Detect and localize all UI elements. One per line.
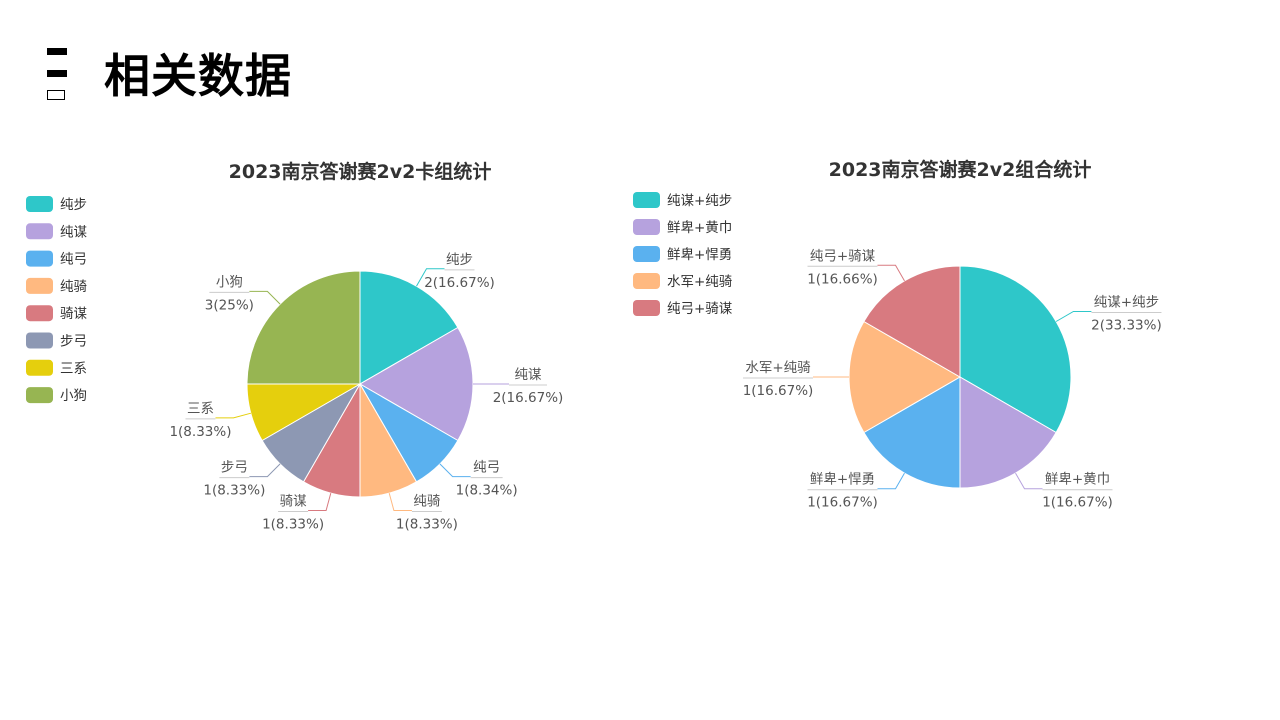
chart-title: 2023南京答谢赛2v2组合统计 (829, 158, 1092, 181)
leader-line (1055, 311, 1092, 322)
pie-slice[interactable] (246, 270, 361, 385)
legend-swatch (26, 250, 53, 267)
page-title: 相关数据 (104, 49, 292, 103)
slice-name-label: 鲜卑+悍勇 (810, 471, 875, 488)
slice-name-label: 骑谋 (280, 494, 307, 510)
leader-line (877, 264, 905, 282)
legend-item[interactable]: 步弓 (26, 332, 87, 350)
pie-slice[interactable] (359, 326, 474, 442)
legend-item[interactable]: 纯弓+骑谋 (633, 300, 733, 317)
pie-chart-2: 2023南京答谢赛2v2组合统计纯谋+纯步鲜卑+黄巾鲜卑+悍勇水军+纯骑纯弓+骑… (633, 158, 1162, 511)
title-marker-icon (47, 48, 67, 104)
legend-label: 纯弓+骑谋 (667, 301, 733, 317)
leader-line (877, 472, 905, 490)
legend-label: 骑谋 (60, 306, 87, 322)
legend-swatch (26, 359, 53, 376)
slice-name-label: 三系 (187, 401, 214, 417)
legend-swatch (633, 192, 660, 208)
legend-label: 纯步 (60, 197, 87, 213)
legend-label: 纯弓 (60, 252, 87, 268)
chart-title: 2023南京答谢赛2v2卡组统计 (229, 160, 492, 183)
slice-value-label: 1(8.33%) (169, 424, 231, 440)
slice-value-label: 2(33.33%) (1091, 318, 1162, 334)
slice-value-label: 2(16.67%) (424, 275, 495, 291)
legend-swatch (633, 300, 660, 316)
legend-label: 水军+纯骑 (667, 274, 732, 290)
legend-swatch (26, 305, 53, 322)
leader-line (439, 463, 471, 478)
legend-item[interactable]: 纯谋 (26, 223, 87, 240)
slice-name-label: 纯谋 (515, 367, 543, 383)
legend-swatch (633, 246, 660, 262)
legend-item[interactable]: 骑谋 (26, 305, 87, 322)
legend-swatch (633, 273, 660, 289)
leader-line (249, 463, 281, 478)
legend-swatch (633, 219, 660, 235)
legend-swatch (26, 387, 53, 404)
legend-swatch (26, 196, 53, 212)
legend-item[interactable]: 纯弓 (26, 250, 87, 268)
legend-label: 三系 (60, 361, 87, 377)
slice-value-label: 1(8.33%) (203, 483, 265, 499)
leader-line (1015, 472, 1043, 490)
pie-slice[interactable] (359, 270, 459, 385)
pie-chart-1: 2023南京答谢赛2v2卡组统计纯步纯谋纯弓纯骑骑谋步弓三系小狗纯步2(16.6… (26, 160, 563, 533)
slice-value-label: 1(8.34%) (456, 483, 518, 499)
slice-name-label: 纯骑 (413, 494, 440, 510)
leader-line (308, 492, 332, 511)
slice-value-label: 2(16.67%) (493, 390, 564, 406)
legend-item[interactable]: 鲜卑+黄巾 (633, 219, 732, 236)
slice-value-label: 3(25%) (205, 297, 254, 313)
leader-line (388, 492, 412, 511)
legend-item[interactable]: 纯谋+纯步 (633, 192, 732, 209)
slice-name-label: 小狗 (216, 274, 243, 290)
leader-line (215, 412, 252, 419)
legend-swatch (26, 332, 53, 349)
slice-value-label: 1(8.33%) (262, 517, 324, 533)
legend-label: 鲜卑+悍勇 (667, 246, 732, 263)
slice-name-label: 鲜卑+黄巾 (1045, 471, 1110, 488)
slice-name-label: 纯谋+纯步 (1094, 295, 1159, 311)
slice-value-label: 1(16.66%) (807, 271, 878, 287)
leader-line (249, 290, 281, 305)
legend-swatch (26, 277, 53, 294)
legend-item[interactable]: 水军+纯骑 (633, 273, 732, 290)
slice-value-label: 1(8.33%) (396, 517, 458, 533)
legend-item[interactable]: 鲜卑+悍勇 (633, 246, 732, 263)
legend-item[interactable]: 纯骑 (26, 277, 87, 295)
slice-value-label: 1(16.67%) (807, 495, 878, 511)
legend-label: 鲜卑+黄巾 (667, 219, 732, 236)
slice-value-label: 1(16.67%) (743, 383, 814, 399)
legend-item[interactable]: 三系 (26, 359, 87, 377)
legend-label: 纯骑 (60, 279, 87, 295)
slice-name-label: 步弓 (221, 460, 248, 476)
legend-item[interactable]: 纯步 (26, 196, 87, 213)
slice-value-label: 1(16.67%) (1042, 495, 1113, 511)
legend-label: 步弓 (60, 334, 87, 350)
slice-name-label: 纯步 (446, 252, 473, 268)
slice-name-label: 纯弓+骑谋 (810, 248, 876, 264)
legend-swatch (26, 223, 53, 240)
slice-name-label: 纯弓 (473, 460, 500, 476)
pie-slice[interactable] (959, 265, 1072, 434)
legend-label: 纯谋+纯步 (667, 193, 732, 209)
slice-name-label: 水军+纯骑 (745, 360, 810, 376)
legend-label: 纯谋 (60, 224, 87, 240)
legend-item[interactable]: 小狗 (26, 387, 87, 404)
legend-label: 小狗 (60, 388, 87, 404)
leader-line (416, 268, 445, 287)
